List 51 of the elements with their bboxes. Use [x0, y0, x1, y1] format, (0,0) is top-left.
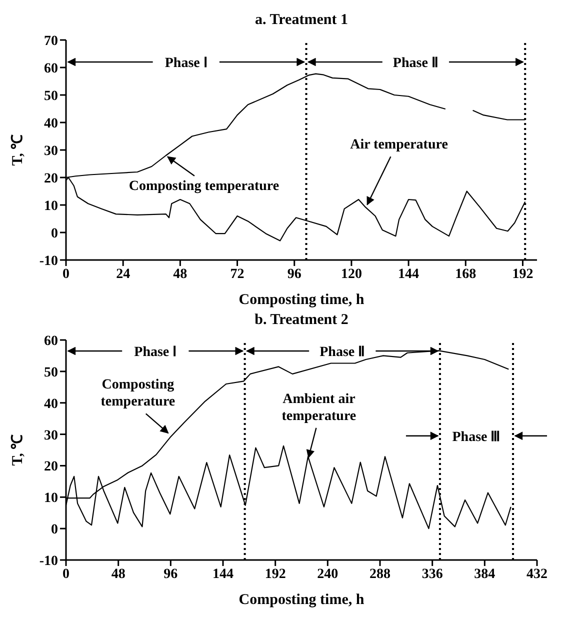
x-tick-label: 168	[455, 266, 476, 282]
x-tick-label: 0	[62, 266, 70, 282]
x-tick-label: 288	[370, 566, 390, 582]
x-tick-label: 336	[422, 566, 443, 582]
annotation: Phase Ⅰ	[134, 345, 177, 360]
x-tick-label: 144	[212, 566, 234, 582]
x-tick-label: 192	[512, 266, 534, 282]
annotation: Ambient air temperature	[282, 392, 356, 424]
x-tick-label: 48	[111, 566, 126, 582]
y-tick-label: 30	[44, 144, 58, 159]
y-tick-label: 0	[51, 522, 58, 538]
y-tick-label: 20	[44, 171, 58, 186]
x-tick-label: 144	[398, 266, 420, 282]
y-axis-title: T, ℃	[10, 134, 26, 166]
y-tick-label: 0	[51, 226, 58, 242]
y-tick-label: 40	[44, 396, 58, 412]
annotation: Phase Ⅱ	[320, 345, 366, 360]
chart-title: a. Treatment 1	[254, 11, 349, 30]
y-tick-label: 10	[44, 491, 58, 506]
chart-title: b. Treatment 2	[254, 311, 350, 330]
annotation: Phase Ⅱ	[392, 56, 438, 71]
x-tick-label: 96	[164, 566, 178, 582]
annotation: Phase Ⅲ	[452, 430, 501, 445]
x-tick-label: 120	[340, 266, 362, 282]
annotation: Phase Ⅰ	[164, 56, 208, 71]
x-tick-label: 96	[287, 266, 302, 282]
x-tick-label: 192	[264, 566, 286, 582]
x-tick-label: 48	[173, 266, 188, 282]
y-axis-title: T, ℃	[10, 434, 26, 466]
x-tick-label: 0	[62, 566, 70, 582]
x-tick-label: 384	[474, 566, 496, 582]
y-tick-label: 60	[44, 61, 58, 76]
x-axis-title: Composting time, h	[238, 292, 365, 308]
y-tick-label: -10	[39, 554, 58, 569]
y-tick-label: 40	[44, 116, 58, 132]
x-tick-label: 240	[317, 566, 338, 582]
x-tick-label: 72	[230, 266, 244, 282]
y-tick-label: 30	[44, 428, 58, 444]
annotation: Composting temperature	[100, 378, 176, 410]
x-tick-label: 432	[526, 566, 548, 582]
y-tick-label: 50	[44, 88, 58, 104]
x-axis-title: Composting time, h	[238, 592, 365, 608]
annotation: Air temperature	[350, 138, 448, 153]
y-tick-label: 60	[44, 334, 58, 349]
y-tick-label: 10	[44, 198, 58, 214]
y-tick-label: 50	[44, 365, 58, 380]
y-tick-label: 20	[44, 460, 58, 475]
x-tick-label: 24	[116, 266, 130, 282]
annotation: Composting temperature	[128, 178, 280, 194]
y-tick-label: -10	[39, 254, 58, 269]
y-tick-label: 70	[44, 34, 58, 49]
